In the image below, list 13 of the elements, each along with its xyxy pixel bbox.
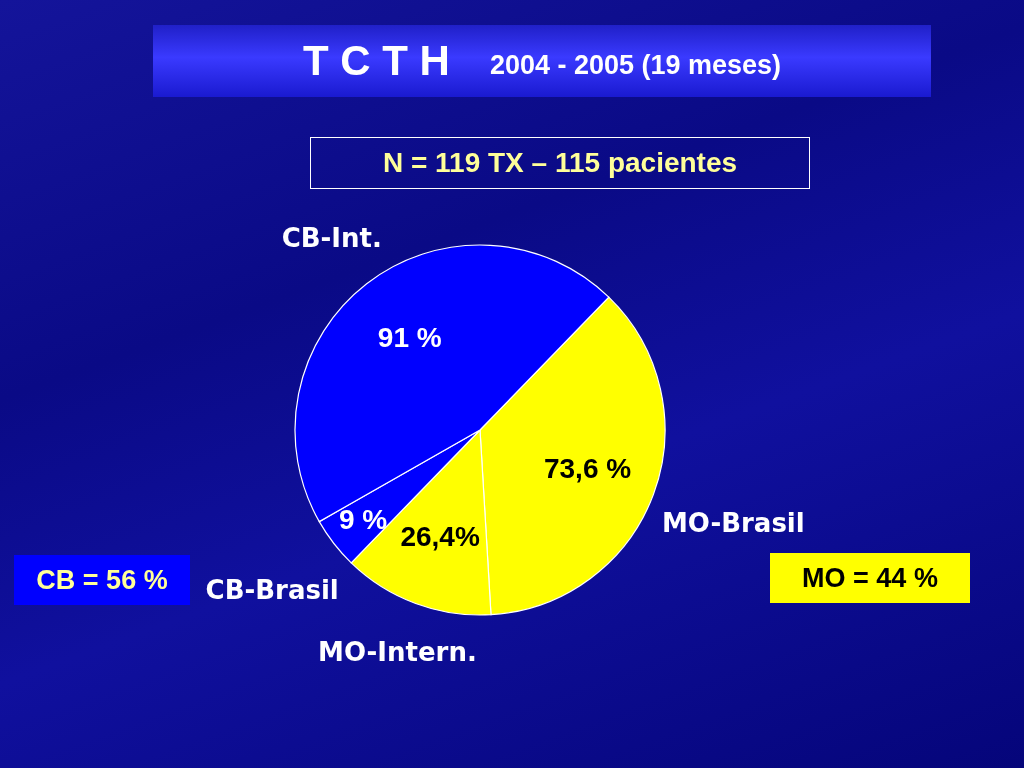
text: N = 119 TX – 115 pacientes: [310, 137, 810, 189]
data-label: 26,4%: [400, 520, 480, 552]
slice-label: CB-Brasil: [205, 575, 339, 606]
chart-title: T C T H: [302, 37, 450, 85]
slice-label: MO-Brasil: [661, 507, 805, 538]
text: MO = 44 %: [770, 553, 970, 603]
slice-label: CB-Int.: [281, 222, 382, 253]
slice-label: MO-Intern.: [318, 636, 477, 667]
data-label: 9 %: [338, 503, 388, 535]
data-label: 91 %: [377, 322, 442, 354]
chart-subtitle: 2004 - 2005 (19 meses): [489, 49, 782, 81]
data-label: 73,6 %: [543, 452, 632, 484]
text: CB = 56 %: [14, 555, 190, 605]
